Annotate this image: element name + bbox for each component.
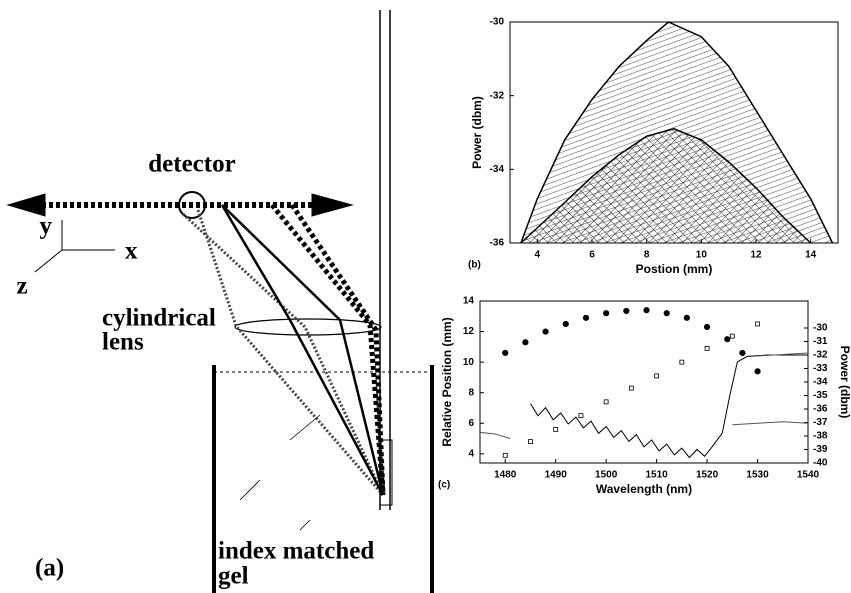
label: index matched	[218, 538, 374, 565]
x-tick-label: 12	[750, 250, 762, 261]
y2-tick-label: -34	[813, 377, 828, 388]
label: x	[125, 238, 138, 265]
point	[628, 385, 634, 391]
point	[502, 349, 509, 357]
line	[520, 128, 812, 244]
x-tick-label: 14	[805, 250, 817, 261]
y-tick-label: 12	[463, 326, 475, 337]
coord-axes	[34, 220, 115, 273]
label: gel	[218, 563, 249, 590]
plot-frame	[479, 300, 809, 464]
detector-circle	[178, 191, 206, 219]
panel-label: (c)	[438, 480, 450, 491]
y2-tick-label: -35	[813, 390, 828, 401]
point	[578, 413, 584, 419]
point	[729, 333, 735, 339]
lens	[234, 318, 382, 336]
y2-tick-label: -33	[813, 363, 828, 374]
line	[757, 352, 809, 357]
arrow-right	[311, 193, 354, 217]
x-tick-label: 10	[696, 250, 708, 261]
x-tick-label: 1510	[645, 470, 668, 481]
label: cylindrical	[102, 305, 216, 332]
point	[683, 314, 690, 321]
label: lens	[102, 329, 144, 356]
y-tick-label: 6	[468, 418, 474, 429]
ray-solid	[220, 204, 385, 496]
point	[562, 320, 569, 328]
label: (a)	[35, 555, 64, 582]
line	[732, 421, 809, 426]
y-tick-label: 8	[468, 387, 474, 398]
label: z	[16, 273, 27, 300]
point	[754, 368, 761, 375]
point	[643, 307, 650, 314]
fiber-tip	[380, 439, 393, 506]
y2-tick-label: -40	[813, 458, 828, 469]
point	[663, 310, 670, 317]
x-tick-label: 1520	[696, 470, 719, 481]
point	[603, 399, 609, 405]
label: y	[40, 213, 53, 240]
point	[739, 349, 746, 357]
y2-tick-label: -32	[813, 350, 828, 361]
x-tick-label: 1490	[545, 470, 568, 481]
line	[530, 354, 808, 459]
y2-tick-label: -36	[813, 404, 828, 415]
x-tick-label: 1540	[797, 470, 820, 481]
diagram	[6, 10, 434, 593]
ray-dashed	[270, 203, 386, 496]
point	[724, 336, 731, 343]
point	[553, 426, 559, 432]
x-tick-label: 6	[589, 250, 595, 261]
y2-tick-label: -30	[813, 323, 828, 334]
ray-dotted	[181, 209, 385, 496]
y2-tick-label: -37	[813, 417, 828, 428]
gel-strokes	[239, 414, 321, 531]
point	[542, 328, 549, 335]
point	[623, 307, 630, 315]
x-tick-label: 8	[644, 250, 650, 261]
point	[755, 321, 760, 327]
point	[703, 323, 711, 331]
point	[522, 339, 529, 346]
y2-tick-label: -38	[813, 431, 828, 442]
arrow-left	[6, 193, 46, 217]
x-tick-label: 1480	[494, 470, 517, 481]
line	[479, 431, 511, 439]
y-tick-label: 10	[463, 357, 475, 368]
y-tick-label: 4	[468, 448, 474, 459]
label: detector	[148, 151, 235, 178]
point	[502, 452, 508, 458]
point	[654, 373, 660, 379]
x-tick-label: 4	[535, 250, 541, 261]
y2-axis-label: Power (dbm)	[838, 346, 851, 419]
y-tick-label: -32	[490, 90, 505, 101]
point	[528, 439, 533, 445]
y-axis-label: Relative Position (mm)	[440, 317, 454, 446]
y-axis-label: Power (dbm)	[470, 96, 484, 169]
point	[582, 314, 590, 321]
point	[603, 310, 610, 317]
y-tick-label: -34	[490, 164, 505, 175]
x-tick-label: 1530	[746, 470, 769, 481]
panel-label: (b)	[468, 260, 481, 271]
x-tick-label: 1500	[595, 470, 618, 481]
y2-tick-label: -39	[813, 444, 828, 455]
y2-tick-label: -31	[813, 336, 828, 347]
point	[704, 345, 710, 351]
y-tick-label: -30	[490, 17, 505, 28]
point	[679, 359, 685, 365]
x-axis-label: Wavelength (nm)	[596, 482, 692, 496]
y-tick-label: -36	[490, 238, 505, 249]
y-tick-label: 14	[463, 296, 475, 307]
beaker	[212, 365, 434, 593]
x-axis-label: Postion (mm)	[636, 262, 713, 276]
